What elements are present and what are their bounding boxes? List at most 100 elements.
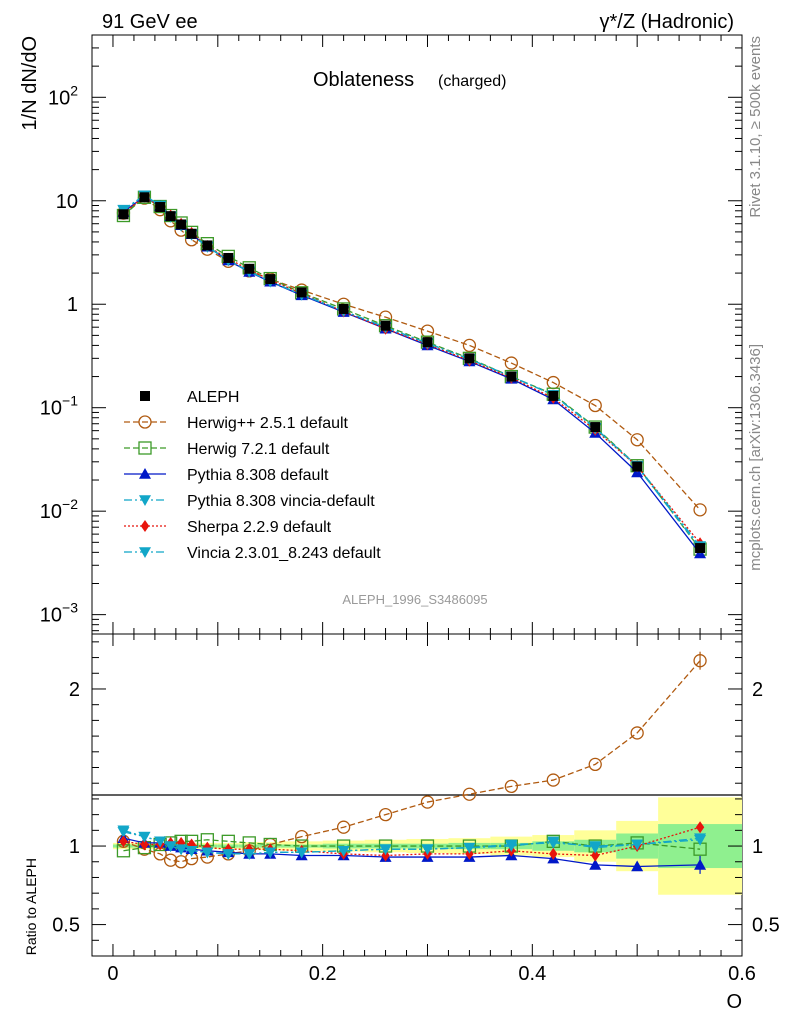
data-point [631,860,644,872]
legend-label: Pythia 8.308 vincia-default [187,493,375,510]
y-tick-label: 10−2 [40,496,78,523]
data-point [505,841,518,853]
data-point [504,356,519,370]
data-point [590,422,601,433]
main-ylabel: 1/N dN/dO [19,36,41,130]
data-point [202,240,213,251]
header-right: γ*/Z (Hadronic) [600,11,734,33]
data-point [118,209,129,220]
ratio-y-tick-label: 1 [69,836,80,858]
series-ratio-5 [117,825,707,860]
legend-entry: ALEPH [140,389,239,406]
data-point [295,829,309,844]
legend-label: ALEPH [187,389,239,406]
main-title: Oblateness [313,69,414,91]
legend-entry: Herwig 7.2.1 default [124,441,330,458]
data-point [547,836,560,848]
legend-label: Sherpa 2.2.9 default [187,519,332,536]
legend-label: Pythia 8.308 default [187,467,329,484]
data-point [632,461,643,472]
legend-label: Herwig 7.2.1 default [187,441,330,458]
legend-entry: Sherpa 2.2.9 default [124,519,332,536]
analysis-watermark: ALEPH_1996_S3486095 [342,592,487,607]
y-tick-label: 10 [56,191,78,213]
legend-entry: Herwig++ 2.5.1 default [124,415,349,432]
series-layer [116,190,707,874]
data-point [506,371,517,382]
ratio-y-tick-label-right: 1 [752,836,763,858]
data-point [379,844,392,856]
data-point [464,353,475,364]
data-point [155,202,166,213]
data-point [463,842,476,854]
series-line [123,197,701,511]
data-point [295,847,308,859]
data-point [176,219,187,230]
data-point [243,849,256,860]
rivet-label: Rivet 3.1.10, ≥ 500k events [747,36,764,218]
data-point [186,228,197,239]
data-point [223,252,234,263]
legend-marker [139,547,151,558]
ratio-y-tick-label: 2 [69,679,80,701]
mcplots-label: mcplots.cern.ch [arXiv:1306.3436] [747,344,764,571]
data-point [695,543,706,554]
legend-marker [138,441,152,455]
data-point [139,192,150,203]
data-point [380,320,391,331]
legend-marker [138,415,152,429]
data-point [117,825,130,837]
data-point [244,263,255,274]
series-line [123,194,701,547]
ratio-y-tick-label: 0.5 [52,915,80,937]
data-point [462,787,477,801]
y-tick-label: 102 [48,82,78,109]
data-point [588,398,602,413]
data-point [264,847,277,859]
data-point [695,821,705,834]
series-line [123,660,701,863]
data-point [381,849,390,862]
data-point [631,839,644,851]
legend-marker [140,520,150,532]
data-point [175,844,188,856]
data-point [338,303,349,314]
data-point [296,287,307,298]
data-point [588,757,602,772]
data-point [265,274,276,285]
axis-ticks: 0 0.2 0.4 0.6 10−3 10−2 10−1 1 10 102 0.5 0.5 1 1 2 2 [40,34,780,985]
data-point [591,849,600,862]
legend-entry: Pythia 8.308 vincia-default [124,493,375,510]
data-point [630,726,644,740]
data-point [164,841,177,853]
data-point [421,844,434,856]
data-point [140,838,149,851]
x-axis-label: O [726,991,742,1013]
data-point [119,835,128,848]
x-tick-label: 0.2 [309,963,337,985]
data-point [693,503,707,517]
legend-entry: Vincia 2.3.01_8.243 default [124,545,381,562]
x-tick-label: 0 [107,963,118,985]
legend: ALEPH Herwig++ 2.5.1 default Herwig 7.2.1 … [124,389,381,562]
data-point [422,337,433,348]
data-point [589,842,602,854]
data-point [465,847,474,860]
data-point [165,211,176,222]
x-tick-label: 0.4 [518,963,546,985]
data-point [222,849,235,860]
data-point [462,338,477,353]
data-point [163,853,178,867]
ratio-y-tick-label-right: 2 [752,679,763,701]
ratio-y-tick-label-right: 0.5 [752,915,780,937]
x-tick-label: 0.6 [728,963,756,985]
y-tick-label: 10−3 [40,600,78,627]
y-tick-label: 1 [67,294,78,316]
data-point [154,836,167,848]
main-subtitle: (charged) [438,73,506,90]
data-point [201,847,214,859]
legend-marker [140,391,150,401]
data-point [504,779,519,794]
data-point [185,845,198,857]
data-point [138,831,151,843]
